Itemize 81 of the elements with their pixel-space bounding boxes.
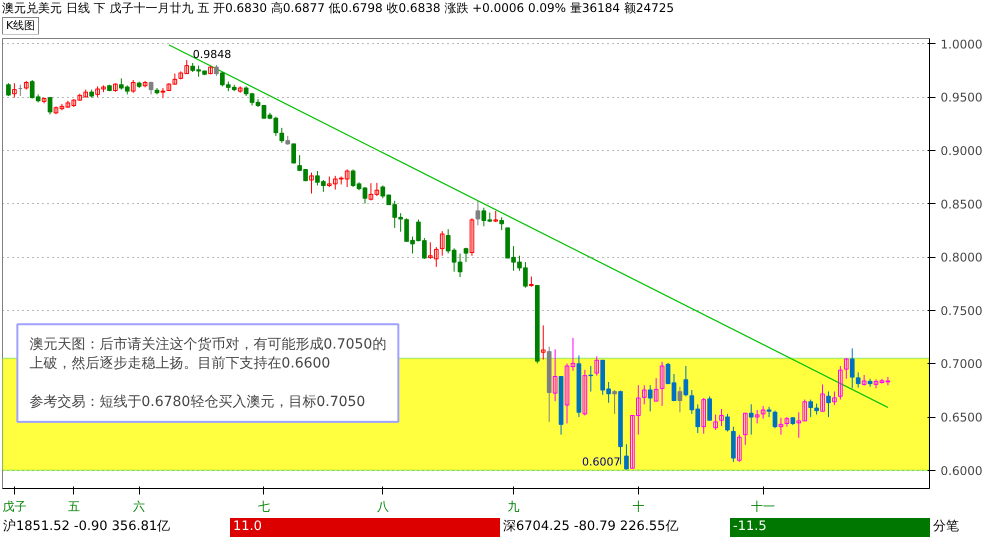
candlestick [160,87,166,99]
x-tick-label: 八 [376,500,389,514]
candlestick [582,369,588,416]
candlestick [279,127,284,144]
candlestick [784,416,790,428]
candlestick [707,396,712,421]
candlestick [540,324,546,360]
text: 分笔 [932,518,960,536]
candlestick [148,81,154,95]
candlestick [856,372,861,388]
y-tick-label: 1.0000 [940,37,982,52]
candlestick [654,378,658,402]
y-tick-label: 0.8000 [940,250,982,265]
candlestick [678,386,682,413]
y-tick-label: 0.6500 [940,410,982,425]
candlestick [832,390,837,406]
candlestick [808,399,813,418]
y-tick-label: 0.7000 [940,357,982,372]
candlestick [713,414,718,430]
text: -11.5 [730,518,930,537]
x-tick-label: 五 [68,500,80,514]
annotation: 参考交易：短线于0.6780轻仓买入澳元，目标0.7050 [29,394,366,410]
x-tick-label: 六 [133,500,146,514]
candlestick [754,410,760,424]
y-tick-label: 0.9000 [940,144,982,158]
candlestick [684,365,688,397]
x-tick-label: 戊子 [2,500,26,514]
x-tick-label: 七 [258,500,270,514]
candlestick [772,410,778,429]
candlestick [499,216,504,231]
y-tick-label: 0.6000 [940,464,982,478]
candlestick [612,389,617,414]
y-tick-label: 0.7500 [940,304,982,318]
text: K线图 [2,17,40,35]
candlestick [648,384,653,412]
candlestick [701,397,706,434]
candlestick [850,348,855,389]
candlestick [838,365,843,400]
candlestick [476,200,480,226]
candlestick [725,413,730,432]
y-tick-label: 0.8500 [940,197,982,212]
candlestick [642,384,647,405]
text: 澳元兑美元 日线 下 戊子十一月廿九 五 开0.6830 高0.6877 低0.6798 收0.6838 涨跌 +0.0006 0.09% 量36184 额24725 [2,0,674,17]
annotation: 澳元天图：后市请关注这个货币对，有可能形成0.7050的上破，然后逐步走稳上扬。目前下支持在0.6600 [29,336,386,372]
candlestick [844,357,849,380]
candlestick [440,230,445,256]
candlestick [594,356,600,376]
candlestick [493,210,498,223]
candlestick [552,348,558,402]
text: 11.0 [230,518,500,537]
candlestick [826,390,831,418]
candlestick [778,417,784,436]
candlestick [214,64,219,76]
annotation: 0.6007 [582,456,620,469]
candlestick [748,404,754,436]
candlestick [12,82,17,98]
annotation: 0.9848 [192,48,232,62]
candlestick [464,247,468,263]
candlestick [766,406,772,418]
candlestick [470,218,474,256]
candlestick [760,405,766,420]
candlestick [737,434,742,462]
candlestick [130,79,136,94]
candlestick [719,408,724,427]
candlestick [309,172,314,194]
text: 沪1851.52 -0.90 356.81亿 [2,518,172,536]
candlestick [742,412,748,446]
candlestick [291,143,296,164]
x-tick-label: 十 [632,500,644,514]
x-tick-label: 九 [508,500,520,514]
candlestick [624,444,629,470]
text: 深6704.25 -80.79 226.55亿 [502,518,680,536]
candlestick [529,276,534,288]
y-tick-label: 0.9500 [940,90,982,105]
candlestick [862,374,866,386]
candlestick [814,403,819,415]
candlestick [820,384,825,412]
x-tick-label: 十一 [751,500,776,514]
candlestick [48,96,52,115]
candlestick [660,361,664,406]
candlestick [6,82,11,96]
